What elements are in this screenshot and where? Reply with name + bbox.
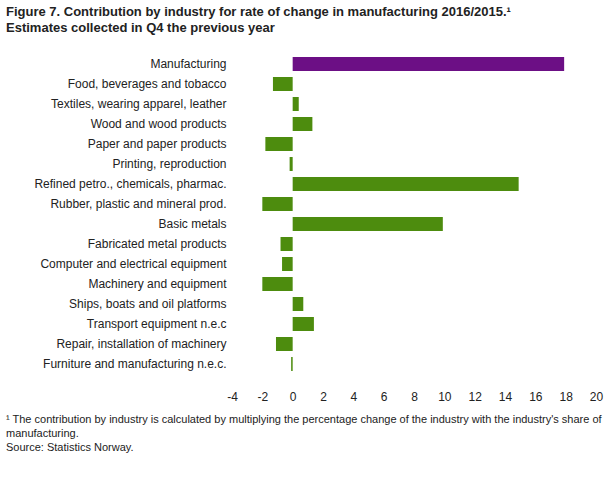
svg-text:Ships, boats and oil platforms: Ships, boats and oil platforms xyxy=(69,297,226,311)
html-text:Source: Statistics Norway.: Source: Statistics Norway. xyxy=(6,441,134,453)
svg-text:Fabricated metal products: Fabricated metal products xyxy=(88,237,227,251)
svg-text:20: 20 xyxy=(590,390,604,404)
svg-text:18: 18 xyxy=(559,390,573,404)
svg-text:Furniture and manufacturing n.: Furniture and manufacturing n.e.c. xyxy=(43,357,226,371)
svg-text:8: 8 xyxy=(411,390,418,404)
svg-text:Rubber, plastic and mineral pr: Rubber, plastic and mineral prod. xyxy=(50,197,226,211)
svg-text:2: 2 xyxy=(320,390,327,404)
svg-text:Machinery and equipment: Machinery and equipment xyxy=(88,277,227,291)
svg-text:Computer and electrical equipm: Computer and electrical equipment xyxy=(40,257,227,271)
svg-text:Printing, reproduction: Printing, reproduction xyxy=(112,157,226,171)
svg-text:Manufacturing: Manufacturing xyxy=(150,57,226,71)
svg-text:Wood and wood products: Wood and wood products xyxy=(91,117,227,131)
svg-text:Repair, installation of machin: Repair, installation of machinery xyxy=(56,337,226,351)
svg-text:Food, beverages and tobacco: Food, beverages and tobacco xyxy=(68,77,227,91)
svg-text:Refined petro., chemicals, pha: Refined petro., chemicals, pharmac. xyxy=(34,177,226,191)
svg-text:14: 14 xyxy=(499,390,513,404)
html-text:Estimates collected in Q4 the: Estimates collected in Q4 the previous y… xyxy=(6,20,275,35)
svg-text:Textiles, wearing apparel, lea: Textiles, wearing apparel, leather xyxy=(51,97,226,111)
svg-text:0: 0 xyxy=(290,390,297,404)
html-text:Figure 7. Contribution by indu: Figure 7. Contribution by industry for r… xyxy=(6,4,511,19)
svg-text:16: 16 xyxy=(529,390,543,404)
svg-text:Transport equipment n.e.c: Transport equipment n.e.c xyxy=(87,317,227,331)
svg-text:-2: -2 xyxy=(257,390,268,404)
svg-text:12: 12 xyxy=(468,390,482,404)
svg-text:Paper and paper products: Paper and paper products xyxy=(88,137,227,151)
svg-text:10: 10 xyxy=(438,390,452,404)
svg-text:Basic metals: Basic metals xyxy=(158,217,226,231)
html-text:¹ The contribution by industry: ¹ The contribution by industry is calcul… xyxy=(6,413,602,439)
svg-text:4: 4 xyxy=(350,390,357,404)
svg-text:-4: -4 xyxy=(227,390,238,404)
svg-text:6: 6 xyxy=(381,390,388,404)
